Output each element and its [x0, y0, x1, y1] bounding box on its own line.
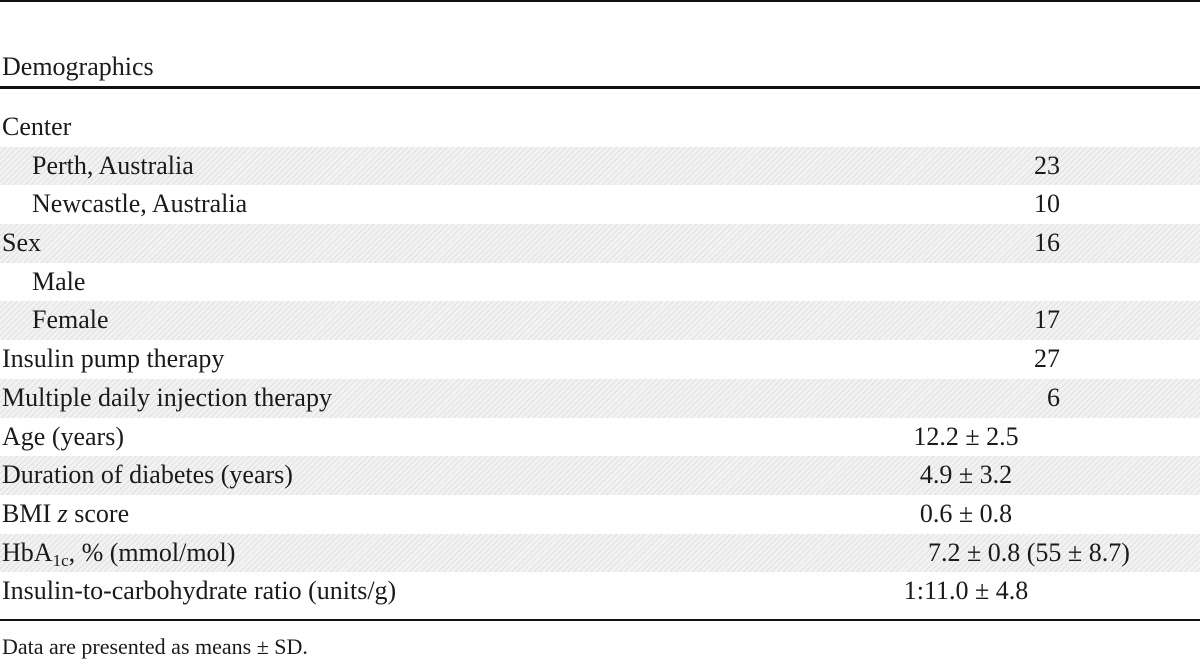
- row-label: Newcastle, Australia: [32, 189, 248, 219]
- row-label: Center: [2, 112, 72, 141]
- row-value: 27: [1034, 344, 1060, 374]
- row-value: 23: [1034, 150, 1060, 180]
- table-row-hba1c: HbA1c, % (mmol/mol) 7.2 ± 0.8 (55 ± 8.7): [0, 533, 1200, 573]
- row-label: Insulin pump therapy: [2, 344, 225, 374]
- row-label: Male: [32, 266, 86, 296]
- table-footnote: Data are presented as means ± SD.: [2, 634, 308, 659]
- table-row-male: Male: [0, 263, 1200, 302]
- row-value: 7.2 ± 0.8 (55 ± 8.7): [928, 537, 1130, 567]
- row-value: 0.6 ± 0.8: [919, 498, 1013, 528]
- row-label-italic: z: [57, 498, 68, 528]
- row-value: 17: [1034, 305, 1060, 335]
- row-value: 10: [1034, 189, 1060, 219]
- table-row-bmi: BMI z score 0.6 ± 0.8: [0, 495, 1200, 534]
- table-header-rule: [0, 86, 1200, 89]
- table-bottom-rule: [0, 619, 1200, 621]
- table-row-age: Age (years) 12.2 ± 2.5: [0, 418, 1200, 457]
- row-label: Female: [32, 305, 109, 335]
- row-value: 12.2 ± 2.5: [913, 421, 1019, 451]
- row-label: Insulin-to-carbohydrate ratio (units/g): [2, 576, 397, 606]
- table-row-duration: Duration of diabetes (years) 4.9 ± 3.2: [0, 456, 1200, 495]
- table-row-center: Center: [0, 108, 1200, 147]
- row-label: BMI z score: [2, 495, 129, 534]
- table-row-insulin-pump: Insulin pump therapy 27: [0, 340, 1200, 379]
- row-label: Multiple daily injection therapy: [2, 382, 332, 412]
- row-label: Duration of diabetes (years): [2, 460, 293, 490]
- table-row-mdi: Multiple daily injection therapy 6: [0, 378, 1200, 418]
- table-row-female: Female 17: [0, 301, 1200, 341]
- table-row-perth: Perth, Australia 23: [0, 146, 1200, 186]
- table-header-demographics: Demographics: [2, 52, 154, 81]
- row-value: 6: [1047, 382, 1060, 412]
- row-value: 1:11.0 ± 4.8: [903, 576, 1029, 606]
- table-top-rule: [0, 0, 1200, 2]
- row-label-prefix: BMI: [2, 498, 58, 528]
- row-label: HbA1c, % (mmol/mol): [2, 534, 235, 581]
- row-value: 16: [1034, 228, 1060, 258]
- row-label: Age (years): [2, 421, 124, 451]
- row-label: Perth, Australia: [32, 150, 194, 180]
- table-row-newcastle: Newcastle, Australia 10: [0, 185, 1200, 224]
- row-label: Sex: [2, 228, 41, 258]
- table-row-icr: Insulin-to-carbohydrate ratio (units/g) …: [0, 572, 1200, 611]
- row-label-subscript: 1c: [52, 550, 69, 570]
- row-label-suffix: score: [67, 498, 130, 528]
- table-row-sex: Sex 16: [0, 224, 1200, 263]
- table-body: Center Perth, Australia 23 Newcastle, Au…: [0, 108, 1200, 611]
- row-label-suffix: , % (mmol/mol): [68, 537, 236, 567]
- row-value: 4.9 ± 3.2: [919, 460, 1013, 490]
- row-label-prefix: HbA: [2, 537, 53, 567]
